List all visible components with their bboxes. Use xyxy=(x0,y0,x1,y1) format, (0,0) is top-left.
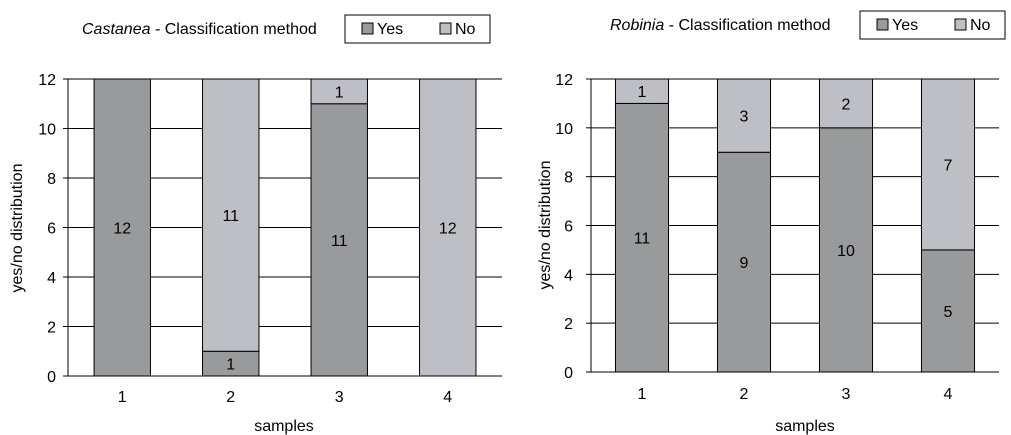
x-tick-label: 2 xyxy=(226,389,235,406)
y-tick-label: 2 xyxy=(564,316,573,333)
data-label-yes-3: 10 xyxy=(837,243,855,260)
bar-yes-2 xyxy=(716,151,772,373)
bar-no-3 xyxy=(310,78,368,105)
legend-item-no: No xyxy=(439,21,476,38)
bar-no-2 xyxy=(202,78,260,352)
bar-yes-1 xyxy=(614,102,670,373)
chart-title-rest: - Classification method xyxy=(151,21,317,38)
legend-item-no: No xyxy=(954,17,991,34)
legend-label-yes: Yes xyxy=(892,17,918,34)
data-label-no-4: 12 xyxy=(439,221,457,238)
chart-robinia-svg: Robinia - Classification method Yes No 0 2 4 6… xyxy=(537,10,1006,435)
legend-swatch-yes xyxy=(361,22,374,35)
y-tick-label: 0 xyxy=(564,365,573,382)
bar-no-2 xyxy=(716,78,772,153)
legend-swatch-yes xyxy=(876,18,889,31)
data-label-yes-1: 11 xyxy=(634,231,651,248)
y-tick-label: 10 xyxy=(38,122,56,139)
x-tick-label: 1 xyxy=(118,389,127,406)
y-tick-label: 4 xyxy=(47,270,56,287)
data-label-no-2: 3 xyxy=(740,109,749,126)
bar-yes-4 xyxy=(920,249,976,373)
x-tick-label: 1 xyxy=(638,386,647,403)
bar-yes-3 xyxy=(818,127,874,373)
chart-title-italic: Robinia xyxy=(610,17,664,34)
bar-no-4 xyxy=(920,78,976,251)
y-tick-label: 8 xyxy=(47,171,56,188)
legend: Yes No xyxy=(859,10,1006,40)
chart-robinia: Robinia - Classification method Yes No 0 2 4 6… xyxy=(505,0,1010,435)
data-label-yes-2: 1 xyxy=(226,357,235,374)
y-tick-label: 4 xyxy=(564,267,573,284)
legend: Yes No xyxy=(344,14,491,44)
legend-swatch-no xyxy=(439,22,452,35)
chart-title-rest: - Classification method xyxy=(664,17,830,34)
legend-label-yes: Yes xyxy=(377,21,403,38)
legend-label-no: No xyxy=(970,17,991,34)
x-tick-label: 4 xyxy=(443,389,452,406)
y-tick-label: 12 xyxy=(555,72,573,89)
y-tick-label: 6 xyxy=(564,219,573,236)
data-label-yes-3: 11 xyxy=(331,233,348,250)
y-tick-label: 0 xyxy=(47,369,56,386)
bar-yes-1 xyxy=(93,78,151,377)
data-label-no-2: 11 xyxy=(222,208,239,225)
y-tick-label: 10 xyxy=(555,121,573,138)
legend-swatch-no xyxy=(954,18,967,31)
chart-title-italic: Castanea xyxy=(82,21,151,38)
x-tick-label: 3 xyxy=(842,386,851,403)
chart-title: Robinia - Classification method xyxy=(610,17,831,34)
y-tick-label: 6 xyxy=(47,221,56,238)
data-label-no-4: 7 xyxy=(944,157,953,174)
bar-no-1 xyxy=(614,78,670,104)
data-label-no-3: 2 xyxy=(842,96,851,113)
x-tick-label: 3 xyxy=(335,389,344,406)
data-label-yes-4: 5 xyxy=(944,304,953,321)
y-tick-label: 8 xyxy=(564,170,573,187)
legend-item-yes: Yes xyxy=(361,21,403,38)
y-tick-label: 2 xyxy=(47,320,56,337)
x-tick-label: 4 xyxy=(944,386,953,403)
bar-no-4 xyxy=(419,78,477,377)
legend-item-yes: Yes xyxy=(876,17,918,34)
chart-castanea: Castanea - Classification method Yes No 0 2 4… xyxy=(0,0,505,435)
x-axis-label: samples xyxy=(775,418,835,435)
data-label-yes-1: 12 xyxy=(113,221,131,238)
x-tick-label: 2 xyxy=(740,386,749,403)
chart-castanea-svg: Castanea - Classification method Yes No 0 2 4… xyxy=(9,14,502,435)
y-axis-label: yes/no distribution xyxy=(9,164,26,293)
data-label-no-3: 1 xyxy=(335,84,344,101)
chart-title: Castanea - Classification method xyxy=(82,21,317,38)
x-axis-label: samples xyxy=(254,418,314,435)
data-label-yes-2: 9 xyxy=(740,255,749,272)
bar-no-3 xyxy=(818,78,874,129)
y-axis-label: yes/no distribution xyxy=(537,161,554,290)
data-label-no-1: 1 xyxy=(638,84,647,101)
bar-yes-3 xyxy=(310,103,368,377)
y-tick-label: 12 xyxy=(38,72,56,89)
bar-yes-2 xyxy=(202,350,260,377)
legend-label-no: No xyxy=(455,21,476,38)
